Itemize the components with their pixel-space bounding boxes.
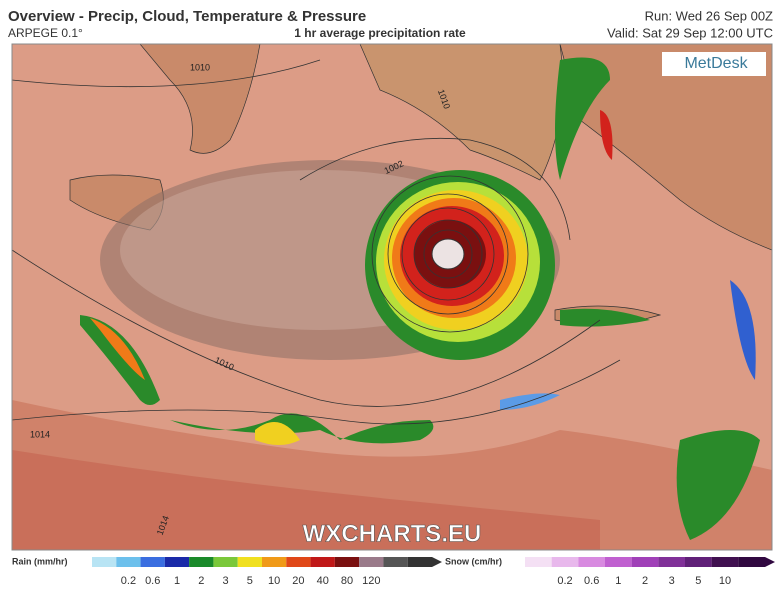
legend-swatch [738, 557, 765, 567]
legend-swatch [164, 557, 190, 567]
legend: 0.2 0.6 1 2 3 5 10 20 40 80 120 0.2 0.6 1 2 3 5 10 [92, 557, 775, 587]
legend-label: 3 [669, 575, 675, 587]
turkey [559, 44, 772, 251]
legend-label: 120 [362, 575, 380, 587]
italy [139, 44, 261, 154]
legend-label: 1 [615, 575, 621, 587]
legend-swatch [359, 557, 384, 567]
rain-legend-title: Rain (mm/hr) [12, 556, 68, 566]
legend-label: 1 [174, 575, 180, 587]
legend-swatch [685, 557, 712, 567]
legend-swatch [310, 557, 335, 567]
isobar-label: 1010 [190, 62, 210, 72]
legend-label: 3 [223, 575, 229, 587]
legend-swatch [551, 557, 579, 567]
legend-label: 10 [719, 575, 731, 587]
legend-arrow [432, 557, 442, 567]
cyclone [365, 170, 555, 360]
isobar-label: 1014 [30, 429, 50, 439]
watermark: WXCHARTS.EU [303, 520, 482, 547]
legend-label: 2 [642, 575, 648, 587]
legend-label: 5 [247, 575, 253, 587]
legend-label: 80 [341, 575, 353, 587]
legend-swatch [116, 557, 141, 567]
legend-arrow [765, 557, 775, 567]
map: 1010 1010 1002 1010 1014 1014 MetDesk WX… [11, 43, 773, 551]
legend-label: 0.2 [557, 575, 572, 587]
title: Overview - Precip, Cloud, Temperature & … [8, 8, 366, 25]
logo-box [662, 52, 766, 76]
legend-label: 0.6 [145, 575, 160, 587]
legend-label: 0.2 [121, 575, 136, 587]
legend-swatch [140, 557, 165, 567]
subtitle: 1 hr average precipitation rate [294, 26, 466, 40]
legend-swatch [407, 557, 432, 567]
legend-swatch [237, 557, 262, 567]
legend-swatch [262, 557, 287, 567]
legend-label: 5 [695, 575, 701, 587]
legend-swatch [334, 557, 360, 567]
legend-swatch [605, 557, 632, 567]
legend-label: 2 [198, 575, 204, 587]
legend-swatch [383, 557, 408, 567]
legend-label: 10 [268, 575, 280, 587]
eye [431, 238, 465, 270]
legend-label: 20 [292, 575, 304, 587]
legend-label: 0.6 [584, 575, 599, 587]
legend-swatch [631, 557, 659, 567]
logo: MetDesk [684, 55, 748, 72]
rain-bands [80, 57, 760, 540]
legend-swatch [213, 557, 238, 567]
desert [12, 450, 600, 550]
legend-swatch [578, 557, 605, 567]
run: Run: Wed 26 Sep 00Z [645, 8, 773, 23]
map-border [11, 43, 773, 551]
isobars-inner [371, 175, 529, 333]
snow-legend-title: Snow (cm/hr) [445, 556, 502, 566]
model: ARPEGE 0.1° [8, 26, 83, 40]
legend-swatch [711, 557, 739, 567]
legend-swatch [92, 557, 117, 567]
legend-label: 40 [317, 575, 329, 587]
legend-swatch [189, 557, 214, 567]
legend-swatch [525, 557, 552, 567]
legend-swatch [658, 557, 685, 567]
valid: Valid: Sat 29 Sep 12:00 UTC [607, 25, 773, 40]
isobars [12, 59, 621, 425]
legend-swatch [286, 557, 311, 567]
